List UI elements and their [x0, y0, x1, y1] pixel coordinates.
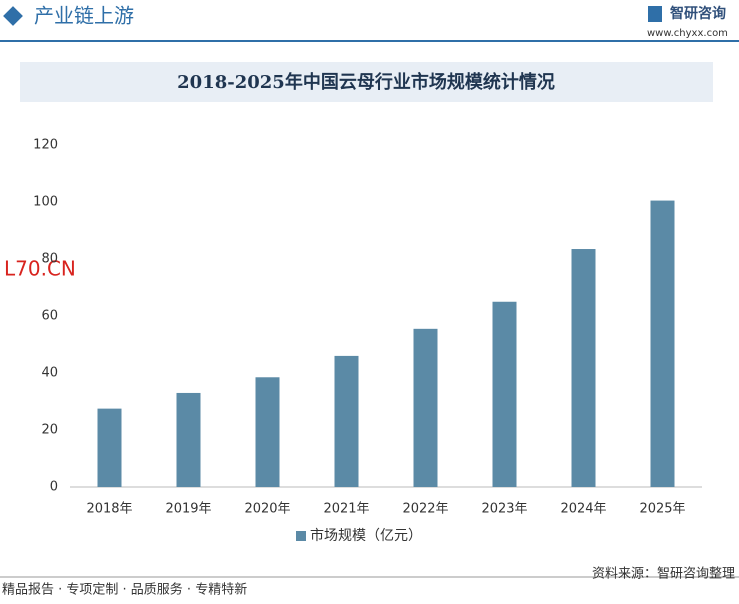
y-tick-label: 0	[50, 480, 58, 495]
title-box	[20, 62, 713, 102]
logo-icon	[648, 6, 662, 22]
url: www.chyxx.com	[647, 28, 728, 39]
source: 资料来源：智研咨询整理	[592, 567, 735, 582]
bar	[492, 301, 517, 487]
y-tick-label: 60	[41, 309, 58, 324]
y-tick-label: 80	[41, 252, 58, 267]
overlay-text: L70.CN	[4, 257, 76, 281]
x-tick-label: 2023年	[481, 502, 527, 517]
tagline: 精品报告 · 专项定制 · 品质服务 · 专精特新	[2, 582, 247, 598]
bar	[255, 377, 280, 487]
x-tick-label: 2022年	[402, 502, 448, 517]
brand: 智研咨询	[669, 5, 726, 22]
legend-swatch	[296, 531, 306, 541]
y-tick-label: 20	[41, 423, 58, 438]
x-tick-label: 2024年	[560, 502, 606, 517]
bar	[334, 355, 359, 487]
bar	[571, 249, 596, 487]
y-tick-label: 40	[41, 366, 58, 381]
x-tick-label: 2019年	[165, 502, 211, 517]
bar	[97, 408, 122, 487]
bar	[176, 392, 201, 487]
x-tick-label: 2018年	[86, 502, 132, 517]
y-tick-label: 100	[33, 195, 58, 210]
x-tick-label: 2025年	[639, 502, 685, 517]
bar	[650, 200, 675, 487]
chart-title: 2018-2025年中国云母行业市场规模统计情况	[177, 71, 555, 93]
section-title: 产业链上游	[34, 4, 134, 28]
section-icon	[3, 6, 23, 26]
legend-label: 市场规模（亿元）	[310, 527, 422, 544]
y-tick-label: 120	[33, 138, 58, 153]
x-tick-label: 2021年	[323, 502, 369, 517]
x-tick-label: 2020年	[244, 502, 290, 517]
bar	[413, 328, 438, 487]
